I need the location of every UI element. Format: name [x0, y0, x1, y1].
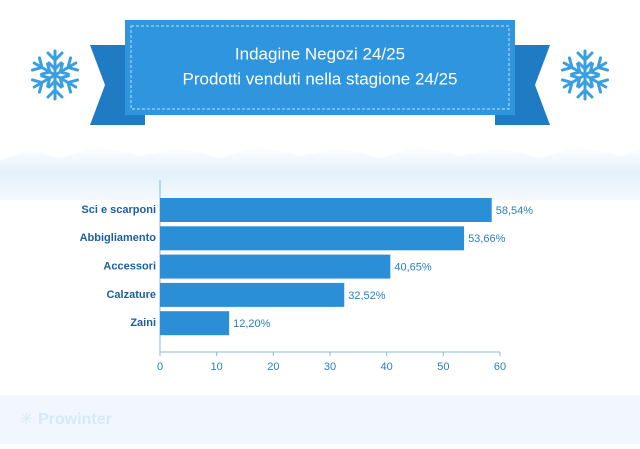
y-tick-label: Abbigliamento: [80, 232, 157, 244]
brand: Prowinter: [38, 411, 112, 428]
bar: [160, 282, 345, 307]
chart-title: Indagine Negozi 24/25: [235, 44, 405, 63]
x-tick-label: 0: [157, 361, 163, 373]
ribbon-stitch: [130, 25, 510, 110]
x-tick-label: 10: [211, 361, 223, 373]
y-tick-label: Accessori: [103, 261, 156, 273]
x-tick-label: 60: [494, 361, 506, 373]
bar: [160, 198, 492, 222]
value-label: 32,52%: [348, 290, 386, 302]
chart-subtitle: Prodotti venduti nella stagione 24/25: [182, 69, 457, 88]
bar: [160, 226, 465, 251]
x-tick-label: 50: [437, 361, 449, 373]
value-label: 40,65%: [394, 262, 432, 274]
x-tick-label: 40: [381, 361, 393, 373]
ribbon: [125, 20, 515, 115]
value-label: 53,66%: [468, 233, 506, 245]
value-label: 12,20%: [233, 318, 271, 330]
value-label: 58,54%: [496, 205, 534, 217]
y-tick-label: Zaini: [130, 317, 156, 329]
footer-band: [0, 395, 640, 444]
x-tick-label: 20: [267, 361, 279, 373]
y-tick-label: Calzature: [106, 289, 156, 301]
bar: [160, 311, 230, 336]
brand-icon: ✳: [20, 411, 33, 428]
y-tick-label: Sci e scarponi: [81, 204, 156, 216]
bar: [160, 254, 391, 279]
x-tick-label: 30: [324, 361, 336, 373]
